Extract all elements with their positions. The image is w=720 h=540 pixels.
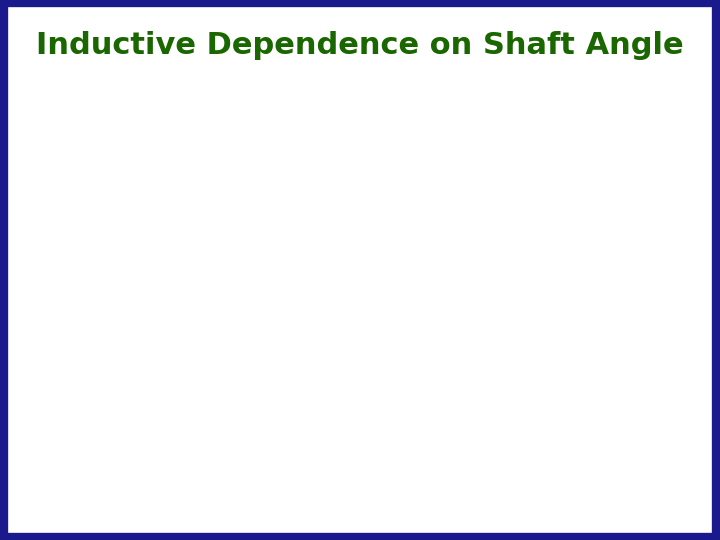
Text: 1: 1 bbox=[267, 457, 274, 467]
Circle shape bbox=[246, 337, 264, 350]
Circle shape bbox=[470, 221, 485, 233]
Circle shape bbox=[458, 168, 476, 181]
Circle shape bbox=[251, 168, 269, 181]
Text: $L_{12} = 0$: $L_{12} = 0$ bbox=[129, 147, 208, 173]
Circle shape bbox=[245, 448, 265, 463]
Text: I: I bbox=[650, 39, 657, 58]
FancyBboxPatch shape bbox=[635, 25, 672, 74]
Circle shape bbox=[468, 301, 488, 315]
Text: 2: 2 bbox=[270, 164, 278, 177]
Text: 2: 2 bbox=[600, 258, 608, 271]
Text: 1: 1 bbox=[486, 309, 493, 319]
Text: 1: 1 bbox=[606, 235, 614, 248]
Text: $L_{12} = +$ maximum: $L_{12} = +$ maximum bbox=[374, 147, 594, 174]
Text: 1: 1 bbox=[349, 220, 357, 233]
Text: $L_{12} = -$ maximum: $L_{12} = -$ maximum bbox=[129, 301, 348, 328]
Text: 1: 1 bbox=[271, 279, 279, 289]
Circle shape bbox=[492, 244, 508, 255]
Text: 1: 1 bbox=[358, 388, 366, 401]
Text: 15: 15 bbox=[605, 446, 626, 464]
Text: Inductive Dependence on Shaft Angle: Inductive Dependence on Shaft Angle bbox=[36, 31, 684, 60]
Text: 2: 2 bbox=[135, 409, 143, 422]
Circle shape bbox=[260, 404, 274, 415]
Circle shape bbox=[236, 387, 251, 397]
Circle shape bbox=[243, 222, 258, 233]
Circle shape bbox=[250, 275, 270, 291]
